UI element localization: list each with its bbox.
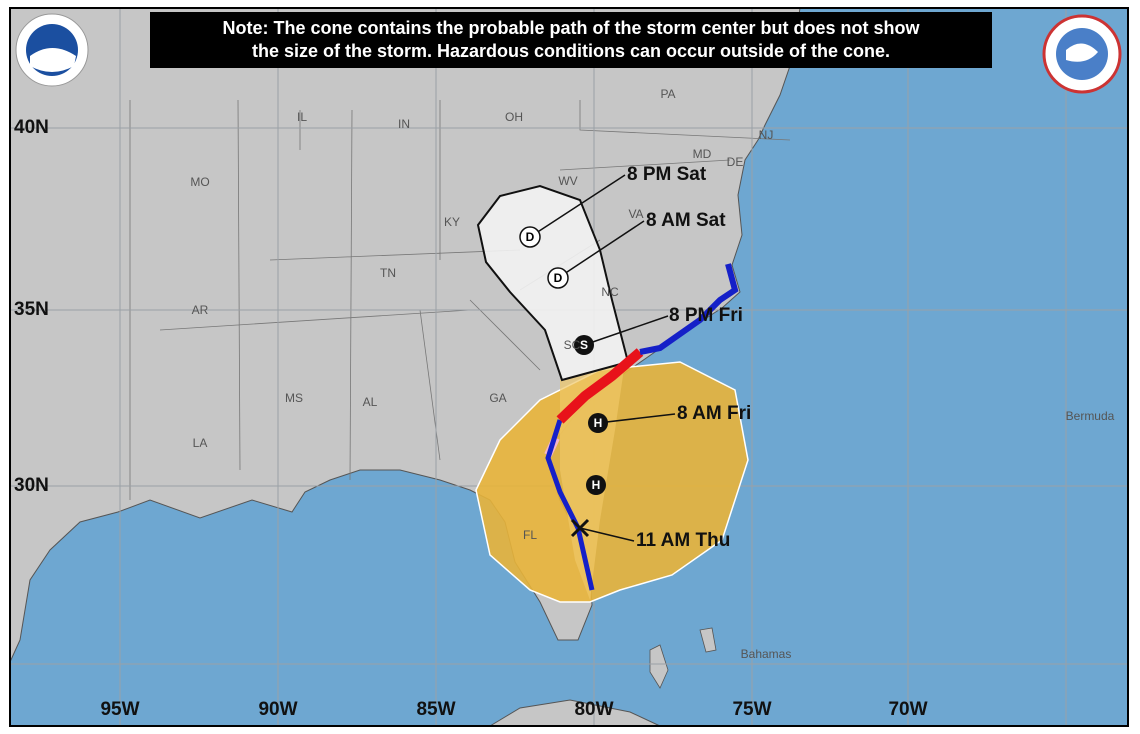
- leader-line: [597, 413, 676, 424]
- state-label: PA: [660, 87, 675, 101]
- logo-cloud: [1066, 43, 1098, 62]
- state-label: OH: [505, 110, 523, 124]
- note-box: [150, 12, 992, 68]
- point-marker: [519, 226, 541, 248]
- forecast-label: 8 PM Sat: [627, 164, 707, 185]
- state-label: KY: [444, 215, 460, 229]
- longitude-label: 95W: [100, 699, 139, 720]
- state-label: MS: [285, 391, 303, 405]
- state-label: IL: [297, 110, 307, 124]
- place-label: Bahamas: [741, 647, 792, 661]
- point-symbol: D: [526, 230, 535, 244]
- latitude-label: 30N: [14, 475, 49, 496]
- longitude-label: 85W: [416, 699, 455, 720]
- place-label: Bermuda: [1066, 409, 1115, 423]
- state-label: NC: [601, 285, 619, 299]
- warning-red: [556, 348, 644, 424]
- state-label: WV: [558, 174, 577, 188]
- state-label: TN: [380, 266, 396, 280]
- point-symbol: H: [594, 416, 603, 430]
- state-label: LA: [193, 436, 208, 450]
- forecast-label: 8 AM Sat: [646, 210, 726, 231]
- state-label: AR: [192, 303, 209, 317]
- track-blue-south: [545, 419, 595, 591]
- longitude-label: 70W: [888, 699, 927, 720]
- state-label: DE: [727, 155, 744, 169]
- point-marker: [574, 335, 594, 355]
- longitude-label: 80W: [574, 699, 613, 720]
- note-text: the size of the storm. Hazardous conditi…: [252, 41, 890, 61]
- state-label: FL: [523, 528, 537, 542]
- state-labels: PA IL IN OH NJ MD DE MO WV KY VA TN NC A…: [190, 87, 773, 542]
- point-symbol: S: [580, 338, 588, 352]
- point-symbol: D: [554, 271, 563, 285]
- point-marker: [588, 413, 608, 433]
- leader-line: [583, 315, 669, 346]
- state-label: MO: [190, 175, 209, 189]
- point-symbol: H: [592, 478, 601, 492]
- point-marker: [547, 267, 569, 289]
- state-label: SC: [564, 338, 581, 352]
- note-text: Note: The cone contains the probable pat…: [222, 18, 920, 38]
- logo-bird: [30, 48, 76, 72]
- state-label: MD: [693, 147, 712, 161]
- map-frame: [9, 7, 1129, 727]
- noaa-logo: [15, 13, 89, 87]
- state-label: AL: [363, 395, 378, 409]
- forecast-leaders: [529, 174, 676, 542]
- leader-line: [579, 527, 635, 542]
- state-label: IN: [398, 117, 410, 131]
- latitude-label: 40N: [14, 117, 49, 138]
- forecast-label: 8 AM Fri: [677, 403, 751, 424]
- latitude-label: 35N: [14, 299, 49, 320]
- forecast-label: 11 AM Thu: [636, 530, 730, 551]
- land: [9, 7, 801, 663]
- track-blue-north: [639, 263, 739, 355]
- point-marker: [586, 475, 606, 495]
- longitude-label: 75W: [732, 699, 771, 720]
- forecast-label: 8 PM Fri: [669, 305, 743, 326]
- state-label: NJ: [759, 128, 774, 142]
- current-position-marker: [570, 518, 590, 538]
- leader-line: [529, 174, 626, 238]
- bahamas-islands: [649, 627, 717, 689]
- state-label: VA: [628, 207, 643, 221]
- longitude-label: 90W: [258, 699, 297, 720]
- state-label: GA: [489, 391, 506, 405]
- leader-line: [557, 220, 645, 279]
- nws-logo: [1042, 14, 1122, 94]
